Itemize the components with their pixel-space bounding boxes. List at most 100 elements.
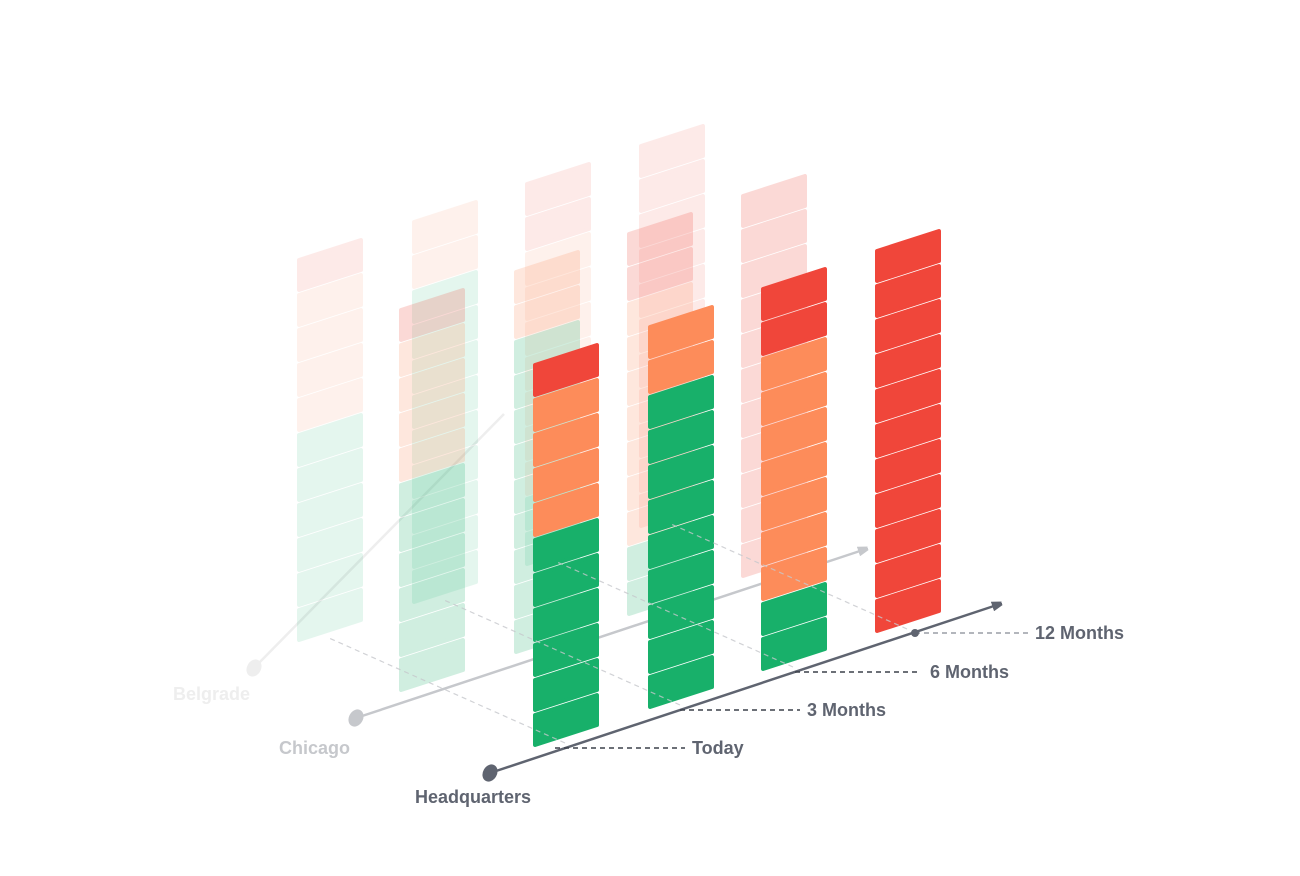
- block: [761, 512, 827, 566]
- block: [648, 585, 714, 639]
- location-label: Headquarters: [415, 787, 531, 807]
- block: [875, 404, 941, 458]
- block: [297, 378, 363, 432]
- block: [525, 302, 591, 356]
- block: [761, 302, 827, 356]
- block: [412, 410, 478, 464]
- block: [399, 568, 465, 622]
- time-dot: [911, 629, 919, 637]
- block: [639, 159, 705, 213]
- block: [297, 413, 363, 467]
- block: [533, 623, 599, 677]
- block: [297, 553, 363, 607]
- block: [761, 547, 827, 601]
- block: [412, 480, 478, 534]
- block: [875, 299, 941, 353]
- block: [399, 323, 465, 377]
- block: [875, 509, 941, 563]
- block: [648, 480, 714, 534]
- block: [875, 579, 941, 633]
- time-label: Today: [692, 738, 744, 758]
- block: [297, 518, 363, 572]
- block: [639, 194, 705, 248]
- location-layer: Headquarters: [415, 229, 1000, 807]
- axis-start: [246, 659, 262, 677]
- block: [514, 250, 580, 304]
- block: [533, 448, 599, 502]
- block: [648, 445, 714, 499]
- block: [297, 483, 363, 537]
- location-label: Belgrade: [173, 684, 250, 704]
- block: [639, 124, 705, 178]
- block: [875, 474, 941, 528]
- depth-guide: [443, 599, 681, 706]
- axis-start: [482, 764, 498, 782]
- block: [412, 340, 478, 394]
- block: [875, 369, 941, 423]
- block: [533, 518, 599, 572]
- block: [533, 343, 599, 397]
- block: [533, 378, 599, 432]
- block: [741, 174, 807, 228]
- block: [648, 620, 714, 674]
- columns: [533, 229, 941, 747]
- block: [399, 393, 465, 447]
- block: [761, 372, 827, 426]
- block: [412, 550, 478, 604]
- block: [399, 498, 465, 552]
- time-label: 3 Months: [807, 700, 886, 720]
- block: [533, 588, 599, 642]
- block: [761, 407, 827, 461]
- block: [533, 553, 599, 607]
- block: [412, 270, 478, 324]
- block: [761, 617, 827, 671]
- block: [297, 588, 363, 642]
- block: [399, 533, 465, 587]
- block: [875, 439, 941, 493]
- block: [525, 232, 591, 286]
- block: [648, 550, 714, 604]
- block: [875, 264, 941, 318]
- block: [412, 235, 478, 289]
- block: [648, 515, 714, 569]
- block: [412, 200, 478, 254]
- time-label: 12 Months: [1035, 623, 1124, 643]
- block: [761, 337, 827, 391]
- block: [297, 238, 363, 292]
- block: [297, 343, 363, 397]
- block: [875, 229, 941, 283]
- block: [412, 375, 478, 429]
- block: [399, 463, 465, 517]
- block: [741, 209, 807, 263]
- block: [648, 655, 714, 709]
- block: [533, 483, 599, 537]
- block: [761, 442, 827, 496]
- block: [399, 428, 465, 482]
- block: [648, 375, 714, 429]
- block: [761, 477, 827, 531]
- block: [627, 212, 693, 266]
- block: [525, 197, 591, 251]
- block: [761, 582, 827, 636]
- block: [533, 693, 599, 747]
- block: [627, 247, 693, 301]
- block: [412, 515, 478, 569]
- block: [875, 334, 941, 388]
- depth-guide: [556, 561, 794, 668]
- block: [412, 305, 478, 359]
- block: [525, 267, 591, 321]
- axis-start: [348, 709, 364, 727]
- time-label: 6 Months: [930, 662, 1009, 682]
- block: [533, 658, 599, 712]
- depth-guide: [670, 523, 908, 630]
- axis-line: [253, 413, 505, 669]
- block: [761, 267, 827, 321]
- block: [399, 603, 465, 657]
- block: [648, 305, 714, 359]
- block: [648, 410, 714, 464]
- location-label: Chicago: [279, 738, 350, 758]
- block: [525, 162, 591, 216]
- block: [639, 229, 705, 283]
- block: [399, 288, 465, 342]
- block: [648, 340, 714, 394]
